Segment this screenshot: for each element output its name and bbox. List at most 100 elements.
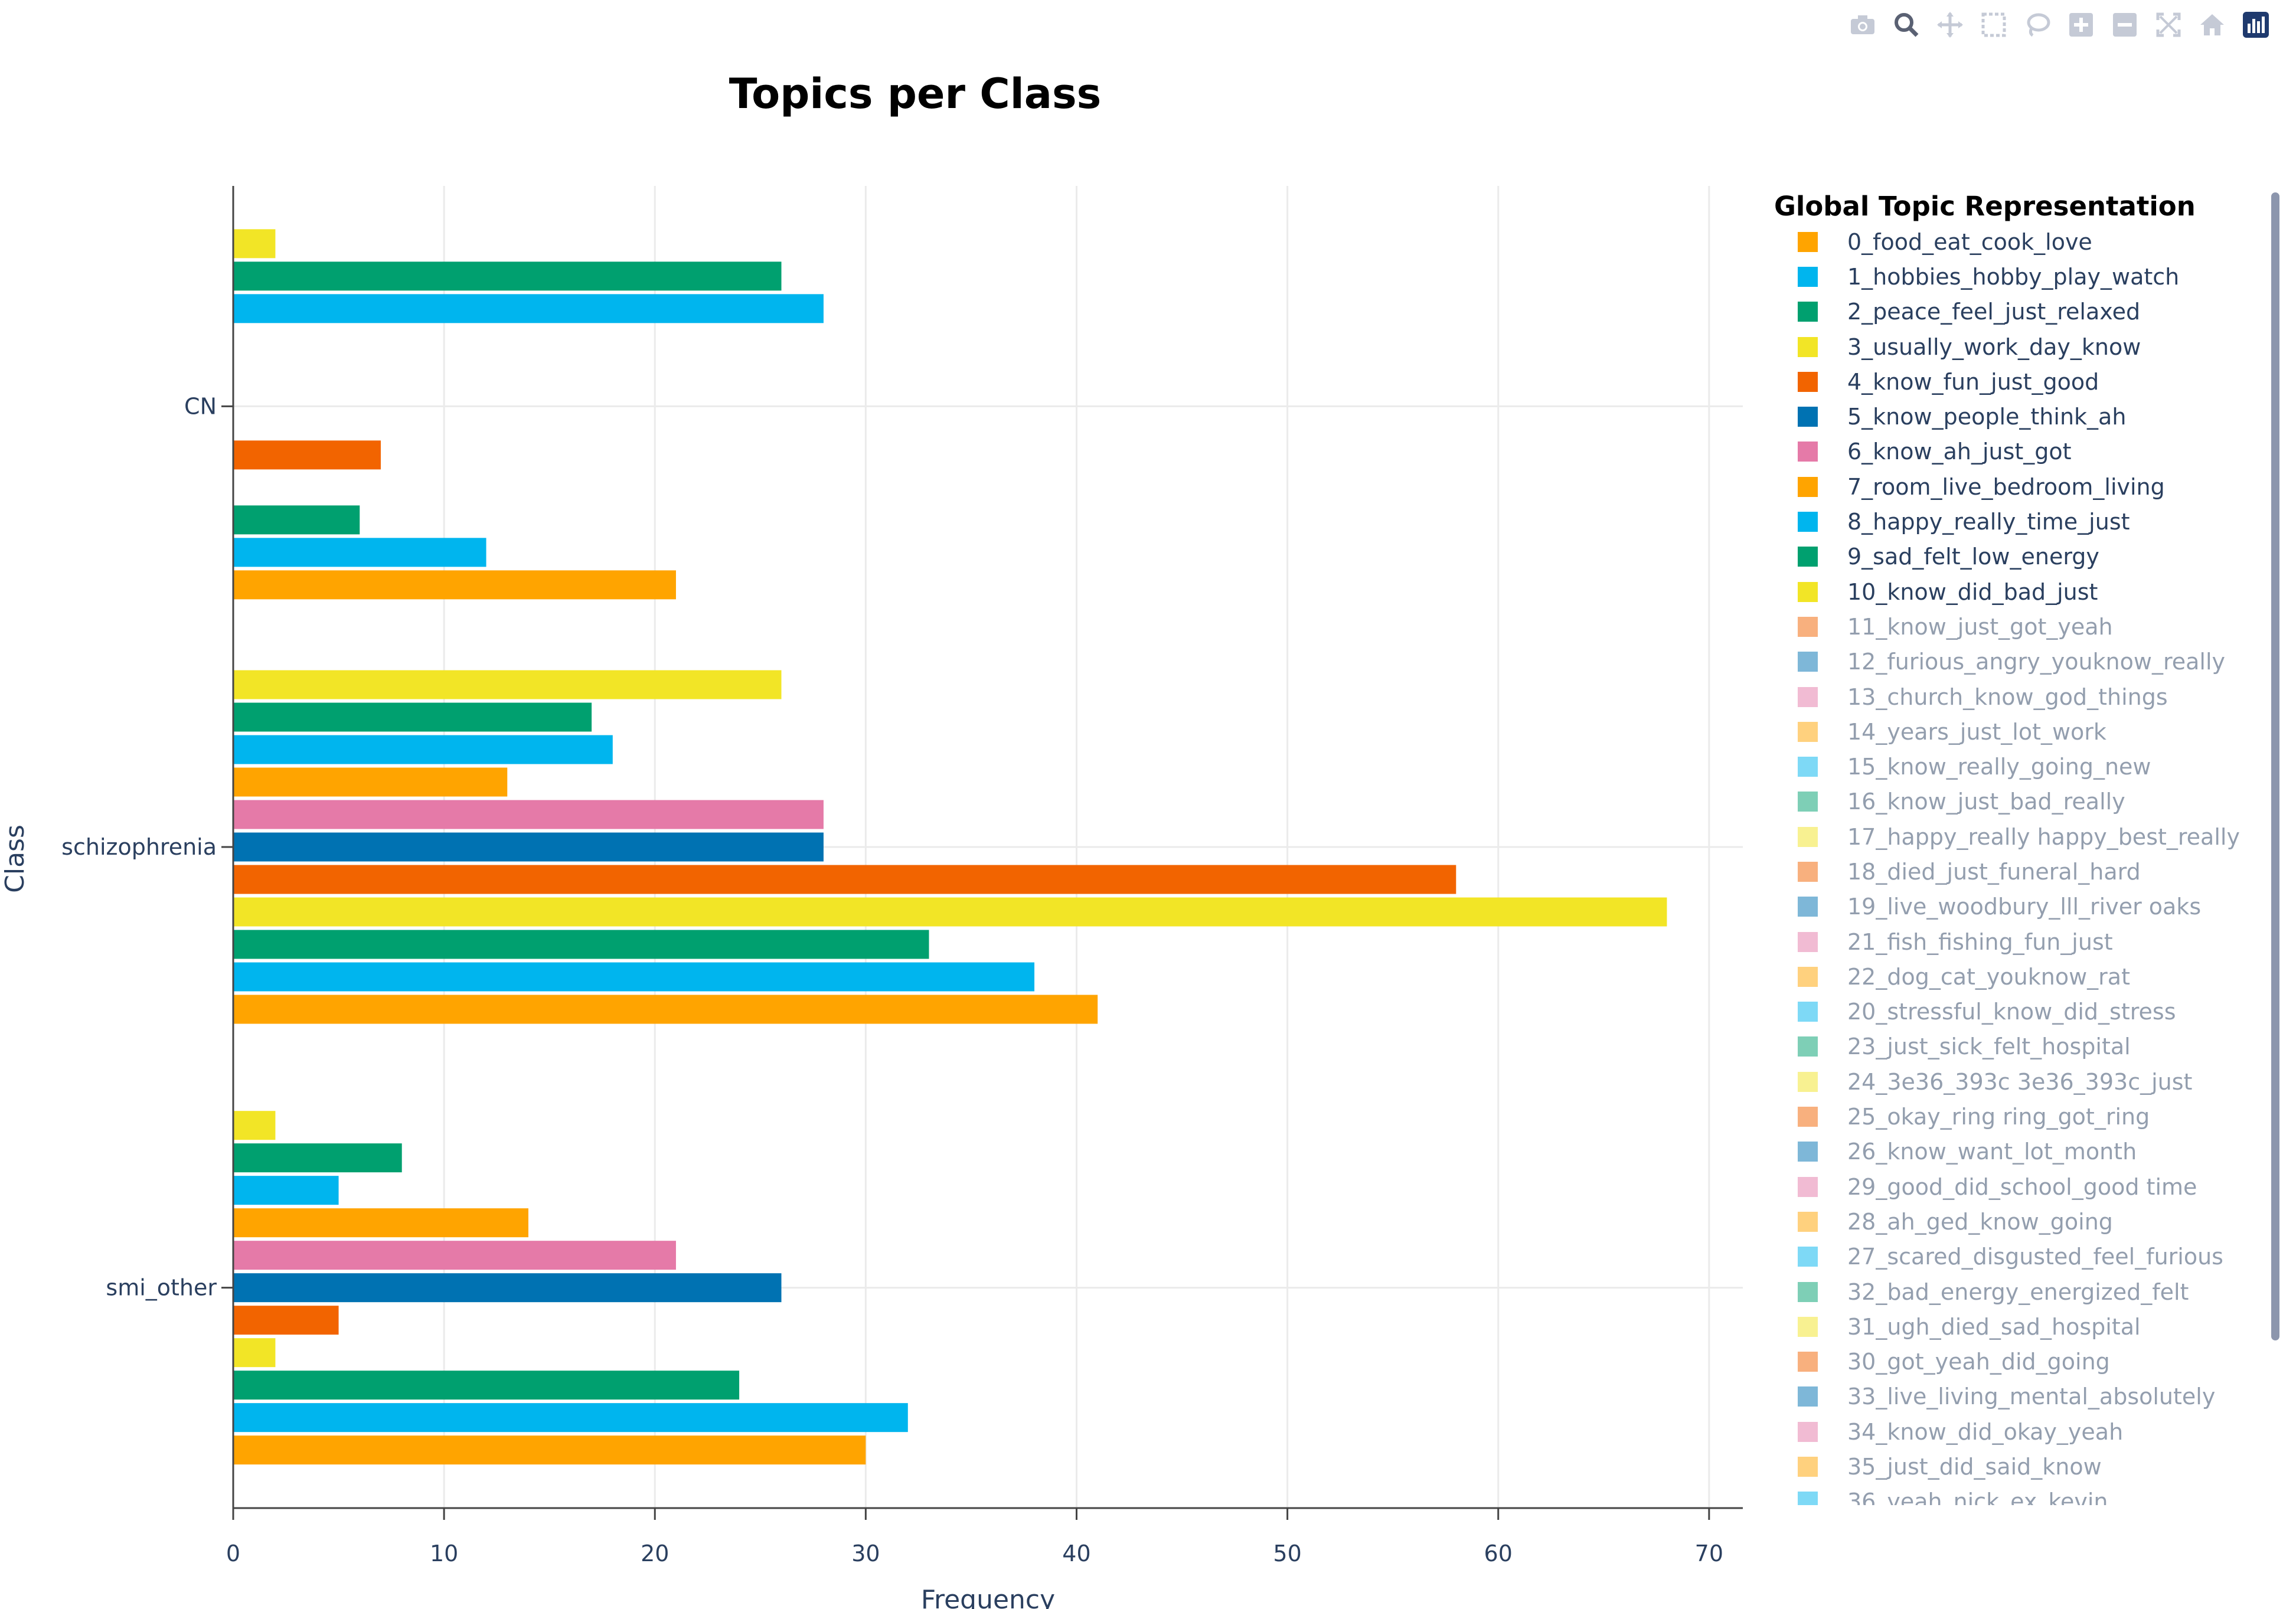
legend-item[interactable]: 5_know_people_think_ah bbox=[1774, 399, 2270, 434]
legend-swatch bbox=[1798, 721, 1818, 742]
bar bbox=[233, 294, 824, 323]
legend-swatch bbox=[1798, 1071, 1818, 1092]
legend-item[interactable]: 6_know_ah_just_got bbox=[1774, 434, 2270, 469]
bar bbox=[233, 1435, 866, 1465]
bar bbox=[233, 440, 381, 470]
bar bbox=[233, 832, 824, 862]
y-tick-label: schizophrenia bbox=[61, 834, 217, 860]
legend-item[interactable]: 31_ugh_died_sad_hospital bbox=[1774, 1309, 2270, 1344]
legend-title: Global Topic Representation bbox=[1774, 191, 2196, 222]
bar bbox=[233, 1241, 676, 1270]
legend-item[interactable]: 33_live_living_mental_absolutely bbox=[1774, 1379, 2270, 1414]
legend-item[interactable]: 0_food_eat_cook_love bbox=[1774, 224, 2270, 259]
bar bbox=[233, 897, 1667, 927]
plotly-logo-icon[interactable] bbox=[2239, 8, 2272, 41]
legend-swatch bbox=[1798, 476, 1818, 497]
legend-item[interactable]: 30_got_yeah_did_going bbox=[1774, 1345, 2270, 1379]
legend-item[interactable]: 20_stressful_know_did_stress bbox=[1774, 995, 2270, 1029]
autoscale-icon[interactable] bbox=[2152, 8, 2185, 41]
legend-item[interactable]: 27_scared_disgusted_feel_furious bbox=[1774, 1240, 2270, 1274]
reset-axes-icon[interactable] bbox=[2196, 8, 2229, 41]
legend-label: 21_fish_fishing_fun_just bbox=[1847, 928, 2113, 955]
bar bbox=[233, 1143, 402, 1173]
legend-item[interactable]: 7_room_live_bedroom_living bbox=[1774, 469, 2270, 504]
chart-title: Topics per Class bbox=[729, 70, 1102, 118]
legend-label: 16_know_just_bad_really bbox=[1847, 789, 2125, 815]
pan-icon[interactable] bbox=[1934, 8, 1967, 41]
legend-swatch bbox=[1798, 1492, 1818, 1505]
legend-label: 20_stressful_know_did_stress bbox=[1847, 999, 2176, 1025]
legend-item[interactable]: 13_church_know_god_things bbox=[1774, 679, 2270, 714]
legend-item[interactable]: 14_years_just_lot_work bbox=[1774, 714, 2270, 749]
legend-swatch bbox=[1798, 966, 1818, 987]
legend-item[interactable]: 34_know_did_okay_yeah bbox=[1774, 1414, 2270, 1449]
legend-label: 14_years_just_lot_work bbox=[1847, 718, 2106, 745]
legend-scrollbar[interactable] bbox=[2271, 192, 2279, 1340]
legend-item[interactable]: 18_died_just_funeral_hard bbox=[1774, 854, 2270, 889]
legend-item[interactable]: 15_know_really_going_new bbox=[1774, 749, 2270, 784]
legend-swatch bbox=[1798, 512, 1818, 532]
legend-item[interactable]: 1_hobbies_hobby_play_watch bbox=[1774, 259, 2270, 294]
legend-item[interactable]: 8_happy_really_time_just bbox=[1774, 504, 2270, 539]
legend-item[interactable]: 29_good_did_school_good time bbox=[1774, 1169, 2270, 1204]
legend-item[interactable]: 19_live_woodbury_lll_river oaks bbox=[1774, 889, 2270, 924]
legend-item[interactable]: 21_fish_fishing_fun_just bbox=[1774, 924, 2270, 959]
legend-swatch bbox=[1798, 1176, 1818, 1197]
legend-item[interactable]: 9_sad_felt_low_energy bbox=[1774, 539, 2270, 574]
legend-item[interactable]: 36_yeah_nick_ex_kevin bbox=[1774, 1484, 2270, 1505]
bar bbox=[233, 1306, 339, 1335]
camera-icon[interactable] bbox=[1846, 8, 1879, 41]
legend-item[interactable]: 24_3e36_393c 3e36_393c_just bbox=[1774, 1064, 2270, 1099]
legend-swatch bbox=[1798, 826, 1818, 847]
x-tick-label: 70 bbox=[1695, 1541, 1723, 1567]
legend: Global Topic Representation 0_food_eat_c… bbox=[1774, 189, 2270, 1505]
legend-swatch bbox=[1798, 861, 1818, 882]
legend-swatch bbox=[1798, 1352, 1818, 1372]
legend-swatch bbox=[1798, 1421, 1818, 1442]
legend-item[interactable]: 16_know_just_bad_really bbox=[1774, 784, 2270, 819]
legend-item[interactable]: 11_know_just_got_yeah bbox=[1774, 609, 2270, 644]
legend-item[interactable]: 3_usually_work_day_know bbox=[1774, 329, 2270, 364]
legend-swatch bbox=[1798, 1316, 1818, 1337]
box-select-icon[interactable] bbox=[1977, 8, 2010, 41]
legend-label: 29_good_did_school_good time bbox=[1847, 1173, 2197, 1200]
legend-label: 6_know_ah_just_got bbox=[1847, 439, 2072, 465]
zoom-icon[interactable] bbox=[1890, 8, 1923, 41]
legend-swatch bbox=[1798, 547, 1818, 567]
legend-label: 13_church_know_god_things bbox=[1847, 684, 2168, 710]
legend-item[interactable]: 22_dog_cat_youknow_rat bbox=[1774, 959, 2270, 994]
legend-item[interactable]: 25_okay_ring ring_got_ring bbox=[1774, 1099, 2270, 1134]
legend-swatch bbox=[1798, 231, 1818, 252]
bar bbox=[233, 930, 929, 959]
legend-item[interactable]: 32_bad_energy_energized_felt bbox=[1774, 1274, 2270, 1309]
legend-item[interactable]: 23_just_sick_felt_hospital bbox=[1774, 1029, 2270, 1064]
legend-label: 2_peace_feel_just_relaxed bbox=[1847, 299, 2141, 325]
zoom-in-icon[interactable] bbox=[2065, 8, 2098, 41]
legend-label: 33_live_living_mental_absolutely bbox=[1847, 1384, 2216, 1410]
legend-item[interactable]: 26_know_want_lot_month bbox=[1774, 1134, 2270, 1169]
legend-item[interactable]: 10_know_did_bad_just bbox=[1774, 574, 2270, 609]
legend-item[interactable]: 2_peace_feel_just_relaxed bbox=[1774, 295, 2270, 329]
legend-label: 35_just_did_said_know bbox=[1847, 1454, 2102, 1480]
legend-item[interactable]: 4_know_fun_just_good bbox=[1774, 364, 2270, 399]
x-tick-label: 0 bbox=[226, 1541, 240, 1567]
legend-item[interactable]: 17_happy_really happy_best_really bbox=[1774, 819, 2270, 854]
lasso-icon[interactable] bbox=[2021, 8, 2054, 41]
y-axis-title: Class bbox=[0, 825, 30, 893]
legend-item[interactable]: 35_just_did_said_know bbox=[1774, 1449, 2270, 1484]
legend-item[interactable]: 12_furious_angry_youknow_really bbox=[1774, 645, 2270, 679]
legend-swatch bbox=[1798, 931, 1818, 952]
zoom-out-icon[interactable] bbox=[2108, 8, 2141, 41]
bar bbox=[233, 1403, 908, 1433]
legend-item[interactable]: 28_ah_ged_know_going bbox=[1774, 1204, 2270, 1239]
bar bbox=[233, 1176, 339, 1205]
bar bbox=[233, 670, 782, 699]
bar bbox=[233, 1338, 276, 1368]
legend-label: 9_sad_felt_low_energy bbox=[1847, 544, 2099, 570]
modebar bbox=[1846, 8, 2272, 41]
legend-label: 30_got_yeah_did_going bbox=[1847, 1349, 2110, 1375]
legend-label: 12_furious_angry_youknow_really bbox=[1847, 649, 2226, 675]
bar bbox=[233, 962, 1035, 992]
legend-swatch bbox=[1798, 1457, 1818, 1477]
